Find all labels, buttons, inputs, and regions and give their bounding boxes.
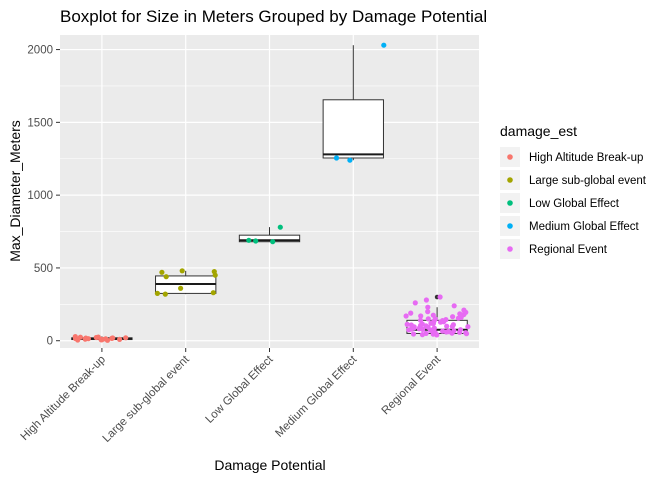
data-point <box>412 300 418 306</box>
data-point <box>455 315 461 321</box>
legend-swatch <box>507 200 513 206</box>
data-point <box>123 335 129 341</box>
data-point <box>82 336 88 342</box>
data-point <box>457 311 463 317</box>
data-point <box>270 239 276 245</box>
x-tick-label: Low Global Effect <box>204 353 277 426</box>
major-gridlines <box>60 35 479 348</box>
data-point <box>425 316 431 322</box>
legend-label: Large sub-global event <box>529 175 647 187</box>
legend-label: High Altitude Break-up <box>529 152 643 164</box>
data-point <box>463 309 469 315</box>
y-tick-label: 2000 <box>27 45 53 57</box>
y-axis-label: Max_Diameter_Meters <box>7 120 23 262</box>
box-iqr <box>322 99 384 159</box>
data-point <box>110 335 116 341</box>
data-point <box>408 310 414 316</box>
data-point <box>449 330 455 336</box>
data-point <box>404 321 410 327</box>
data-point <box>431 325 437 331</box>
data-point <box>449 323 455 330</box>
legend-title: damage_est <box>500 123 577 139</box>
chart-title: Boxplot for Size in Meters Grouped by Da… <box>60 7 487 26</box>
data-point <box>463 331 470 337</box>
data-point <box>162 291 168 297</box>
legend-swatch <box>507 154 513 160</box>
data-point <box>246 237 252 243</box>
y-axis: 0 500 1000 1500 2000 <box>27 45 60 348</box>
data-point <box>154 290 160 296</box>
data-point <box>425 309 431 315</box>
box-iqr <box>238 234 301 243</box>
data-point <box>423 297 429 303</box>
data-point <box>117 336 123 342</box>
data-point <box>450 314 456 320</box>
data-point <box>418 313 424 319</box>
y-tick-label: 0 <box>47 336 53 348</box>
legend-item: High Altitude Break-up <box>500 147 643 167</box>
legend-label: Medium Global Effect <box>529 221 640 233</box>
data-point <box>333 155 340 161</box>
legend-item: Medium Global Effect <box>500 216 640 236</box>
data-point <box>381 42 387 48</box>
data-point <box>408 322 414 328</box>
x-tick-label: Regional Event <box>380 353 444 417</box>
data-point <box>406 327 412 333</box>
data-point <box>103 336 109 342</box>
jitter-points <box>72 42 471 343</box>
legend-items: High Altitude Break-up Large sub-global e… <box>500 147 647 259</box>
data-point <box>427 327 433 333</box>
y-tick-label: 1000 <box>27 190 53 202</box>
data-point <box>457 327 464 333</box>
x-tick-label: Large sub-global event <box>101 353 193 445</box>
data-point <box>179 268 185 274</box>
data-point <box>211 269 217 275</box>
data-point <box>430 320 436 327</box>
data-point <box>72 334 78 340</box>
legend-label: Regional Event <box>529 244 608 256</box>
x-tick-label: Medium Global Effect <box>273 353 360 440</box>
data-point <box>403 313 409 319</box>
data-point <box>432 330 438 336</box>
data-point <box>430 312 436 318</box>
data-point <box>440 328 446 334</box>
data-point <box>347 157 353 163</box>
data-point <box>425 304 431 310</box>
y-tick-label: 500 <box>34 263 53 275</box>
data-point <box>178 285 184 291</box>
data-point <box>163 274 169 280</box>
x-axis-label: Damage Potential <box>214 457 325 473</box>
data-point <box>77 334 83 340</box>
box-3 <box>322 45 384 161</box>
data-point <box>210 290 216 296</box>
data-point <box>416 326 422 332</box>
legend-swatch <box>507 223 513 229</box>
legend-item: Regional Event <box>500 239 608 259</box>
data-point <box>437 294 443 300</box>
y-tick-label: 1500 <box>27 117 53 129</box>
data-point <box>159 269 165 275</box>
data-point <box>410 331 417 337</box>
data-point <box>277 224 283 230</box>
data-point <box>439 318 446 324</box>
legend-item: Large sub-global event <box>500 170 647 190</box>
legend-item: Low Global Effect <box>500 193 620 213</box>
legend-swatch <box>507 246 513 252</box>
data-point <box>451 303 457 309</box>
x-tick-label: High Altitude Break-up <box>19 354 108 443</box>
box-1 <box>155 270 217 295</box>
data-point <box>93 334 99 341</box>
legend-swatch <box>507 177 513 183</box>
data-point <box>419 332 425 338</box>
data-point <box>98 337 104 343</box>
data-point <box>444 323 450 329</box>
legend: damage_est High Altitude Break-up Large s… <box>500 123 647 259</box>
data-point <box>253 238 259 244</box>
legend-label: Low Global Effect <box>529 198 620 210</box>
data-point <box>465 324 471 330</box>
